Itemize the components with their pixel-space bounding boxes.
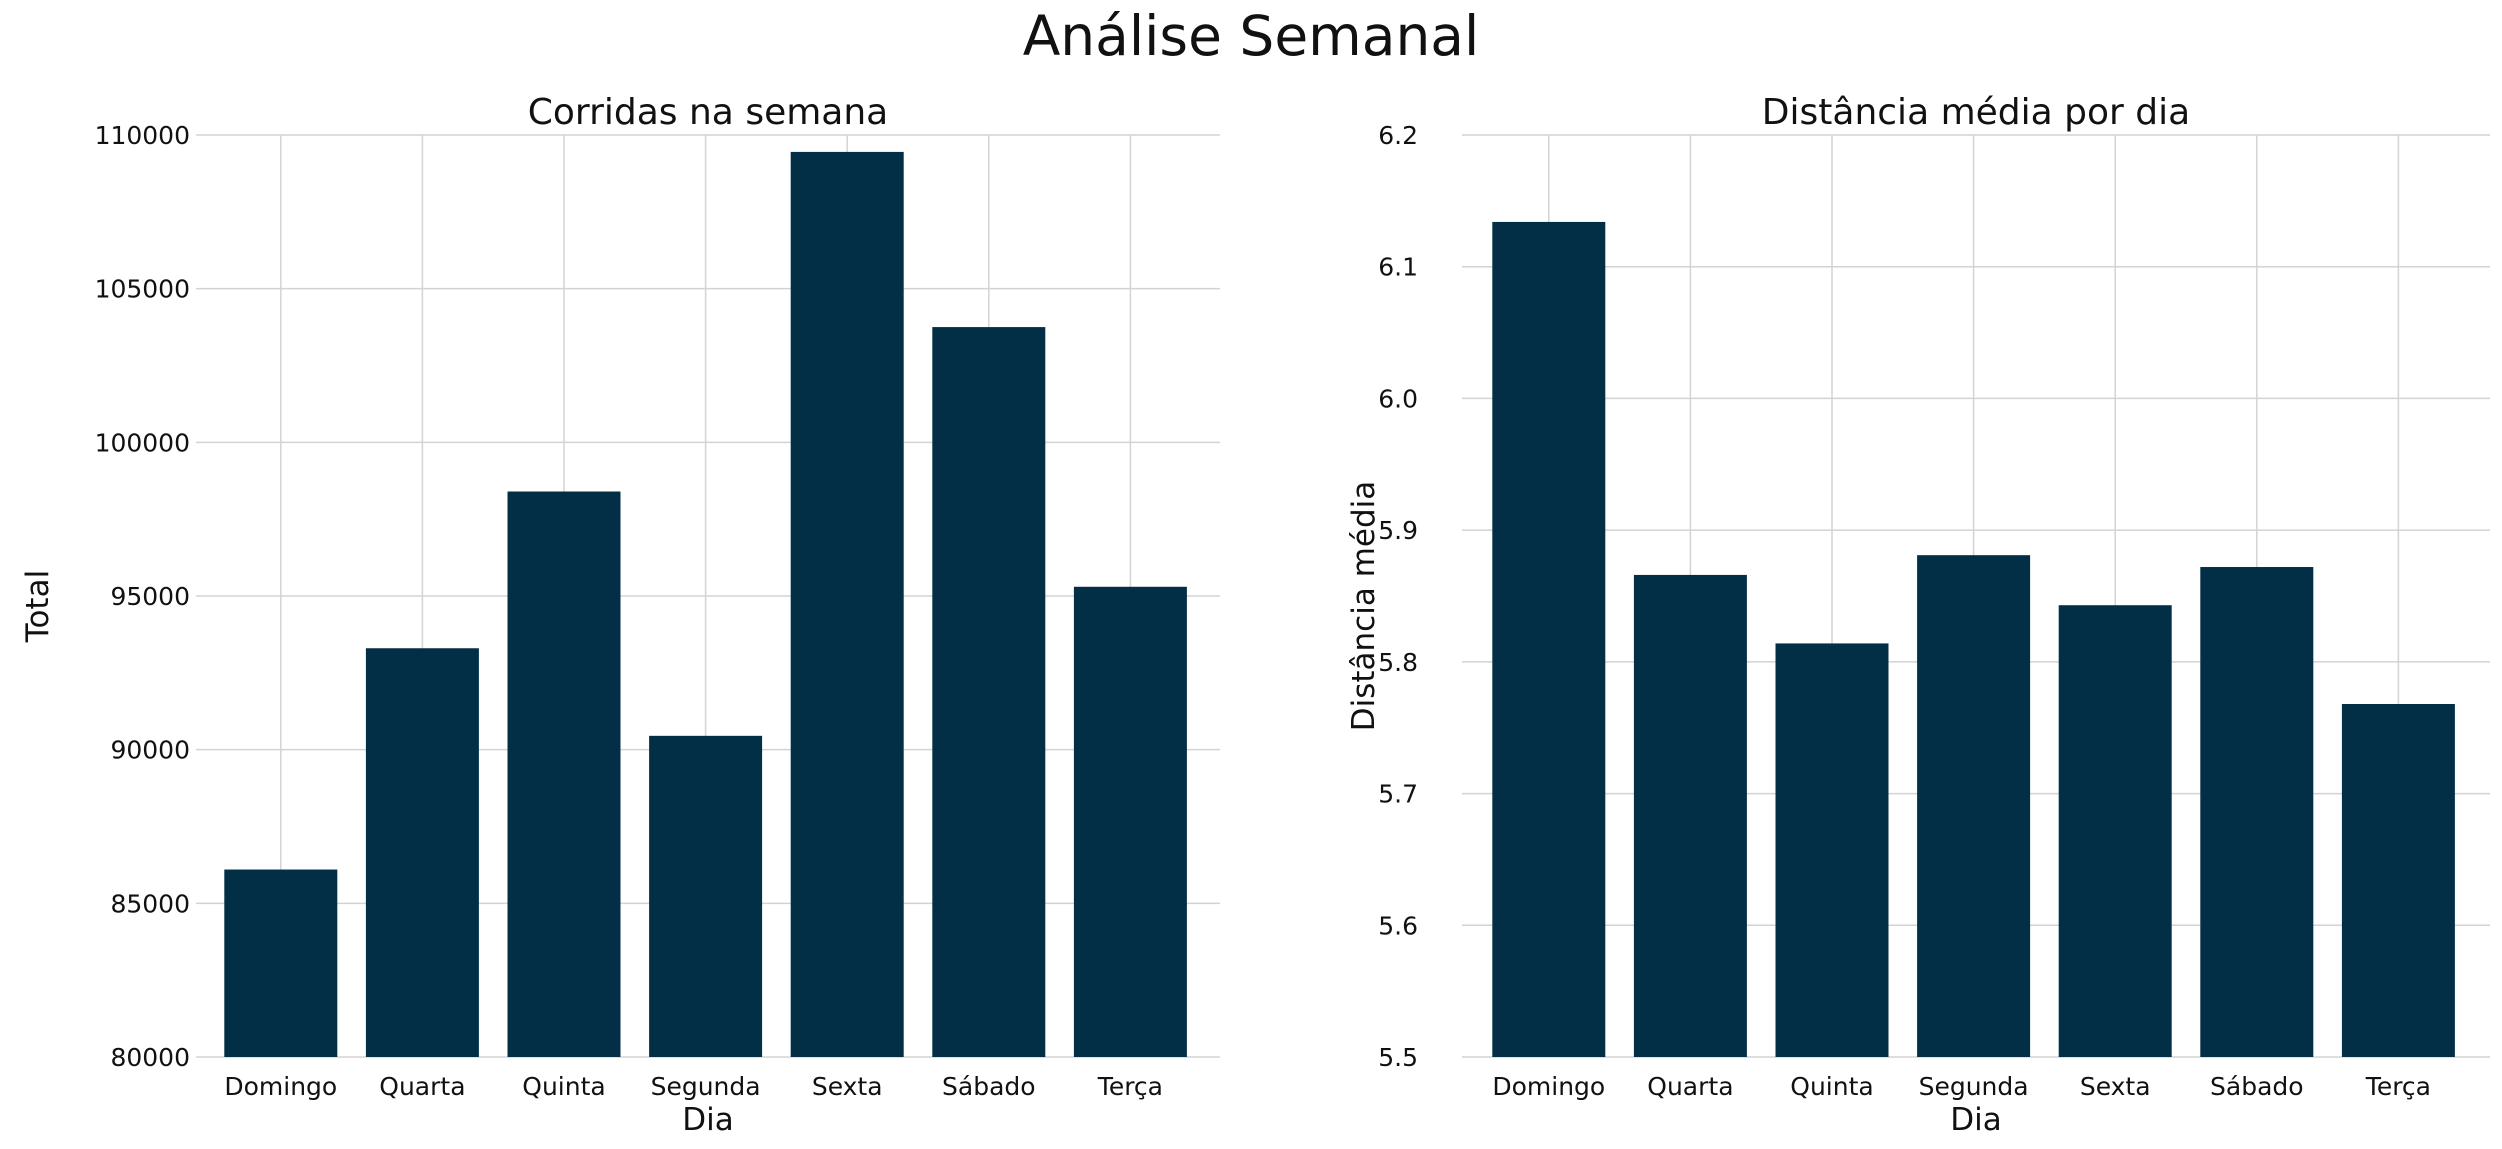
y-tick-label: 5.6 (1378, 911, 1418, 940)
bar-sexta (790, 151, 904, 1058)
y-tick-label: 90000 (110, 736, 190, 765)
y-axis-label: Distância média (1346, 481, 1382, 732)
y-tick-label: 85000 (110, 889, 190, 918)
x-tick-label: Quarta (1647, 1072, 1733, 1101)
y-axis-label: Total (20, 570, 56, 643)
y-tick-label: 5.7 (1378, 780, 1418, 809)
y-tick-label: 5.8 (1378, 648, 1418, 677)
bar-domingo (224, 869, 338, 1057)
bar-quinta (507, 491, 621, 1057)
x-tick-label: Sábado (942, 1072, 1036, 1101)
y-tick-label: 5.5 (1378, 1043, 1418, 1072)
y-tick-label: 6.1 (1378, 253, 1418, 282)
bar-terça (1073, 586, 1187, 1057)
x-tick-label: Sexta (2080, 1072, 2151, 1101)
bar-sábado (2200, 567, 2314, 1057)
x-tick-label: Quinta (1790, 1072, 1873, 1101)
chart-panel-1: 80000 85000 90000 95000 100000 105000 110000 Do… (20, 92, 1220, 1138)
x-tick-label: Quinta (522, 1072, 605, 1101)
bar-terça (2341, 704, 2455, 1057)
bar-quinta (1775, 643, 1889, 1057)
y-tick-label: 105000 (95, 275, 190, 304)
figure-title: Análise Semanal (1022, 4, 1480, 68)
bar-segunda (649, 735, 763, 1057)
chart-title: Corridas na semana (528, 92, 888, 133)
x-axis-label: Dia (682, 1102, 733, 1138)
chart-title: Distância média por dia (1762, 92, 2190, 133)
x-tick-label: Sexta (812, 1072, 883, 1101)
bar-domingo (1492, 221, 1606, 1058)
x-tick-label: Terça (1097, 1072, 1163, 1101)
x-tick-label: Quarta (379, 1072, 465, 1101)
bar-segunda (1917, 555, 2031, 1057)
y-tick-label: 5.9 (1378, 516, 1418, 545)
bar-sexta (2058, 605, 2172, 1057)
x-tick-label: Sábado (2210, 1072, 2304, 1101)
y-tick-label: 110000 (95, 121, 190, 150)
x-tick-label: Terça (2365, 1072, 2431, 1101)
x-tick-label: Segunda (651, 1072, 761, 1101)
chart-panel-2: 5.5 5.6 5.7 5.8 5.9 6.0 6.1 6.2 Domingo Quarta Qui… (1346, 92, 2490, 1138)
bar-quarta (1633, 574, 1747, 1057)
x-tick-label: Domingo (224, 1072, 337, 1101)
bar-sábado (932, 327, 1046, 1057)
x-tick-label: Segunda (1919, 1072, 2029, 1101)
x-axis-label: Dia (1950, 1102, 2001, 1138)
y-tick-label: 95000 (110, 582, 190, 611)
bar-quarta (365, 648, 479, 1057)
y-tick-label: 6.2 (1378, 121, 1418, 150)
y-tick-label: 80000 (110, 1043, 190, 1072)
y-tick-label: 100000 (95, 428, 190, 457)
x-tick-label: Domingo (1492, 1072, 1605, 1101)
y-tick-label: 6.0 (1378, 384, 1418, 413)
